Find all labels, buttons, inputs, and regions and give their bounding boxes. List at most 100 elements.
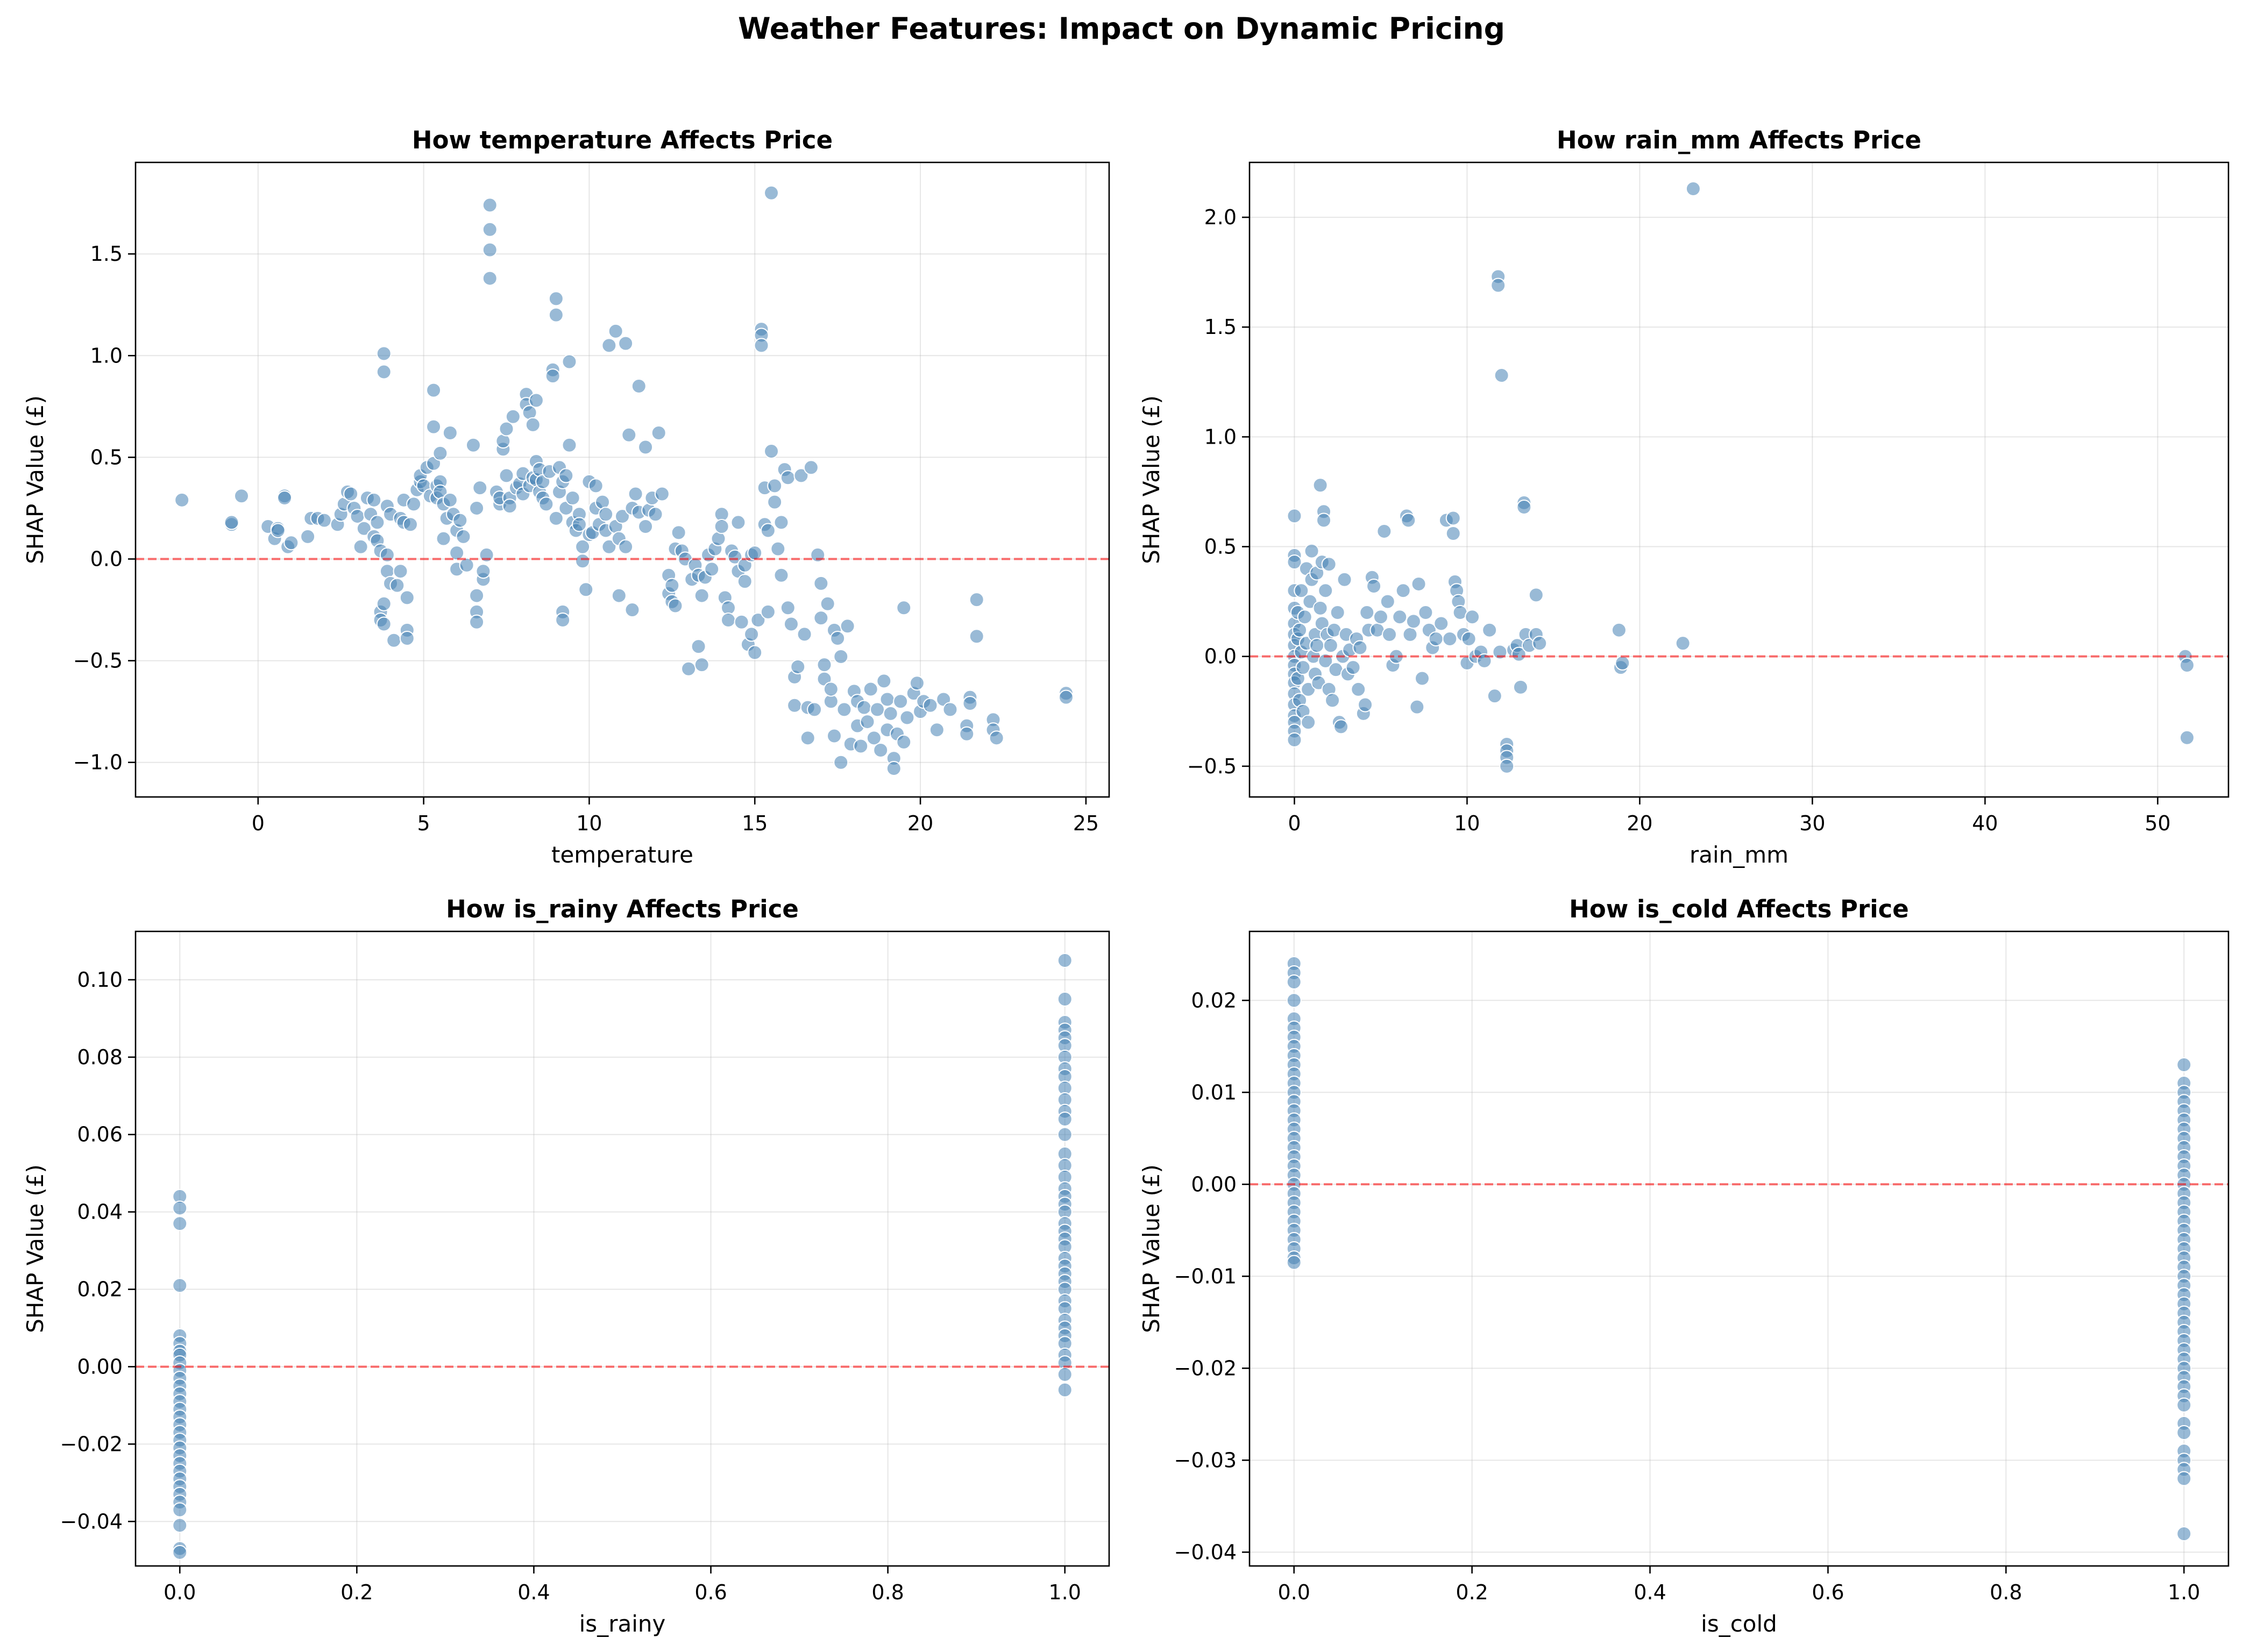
data-point (575, 539, 591, 554)
data-point (727, 549, 743, 565)
x-tick-label: 0.2 (1456, 1580, 1488, 1604)
figure-suptitle: Weather Features: Impact on Dynamic Pric… (738, 11, 1505, 46)
data-point (1433, 616, 1449, 631)
data-point (1351, 681, 1366, 697)
data-point (1337, 572, 1352, 587)
data-point (482, 197, 498, 213)
data-point (1287, 508, 1302, 524)
data-point (578, 582, 594, 597)
data-point (2179, 730, 2195, 745)
y-tick-label: 2.0 (1204, 205, 1237, 229)
data-point (1499, 758, 1515, 774)
data-point (1392, 609, 1408, 625)
data-point (767, 478, 783, 494)
data-point (754, 338, 769, 353)
x-tick-label: 15 (742, 811, 768, 835)
data-point (558, 468, 574, 483)
data-point (376, 346, 392, 361)
data-point (836, 702, 852, 717)
data-point (866, 730, 882, 746)
data-point (548, 510, 564, 526)
data-point (873, 743, 889, 758)
y-tick-label: −0.02 (1174, 1356, 1237, 1380)
data-point (499, 421, 514, 437)
data-point (734, 614, 749, 630)
data-point (1323, 638, 1338, 653)
data-point (343, 486, 359, 502)
data-point (1494, 368, 1509, 383)
data-point (499, 468, 514, 483)
data-point (353, 539, 368, 554)
data-point (2176, 1397, 2192, 1413)
data-point (277, 490, 293, 506)
data-point (2176, 1425, 2192, 1441)
data-point (797, 626, 812, 642)
data-point (721, 612, 736, 628)
data-point (608, 323, 623, 339)
data-point (863, 681, 878, 697)
data-point (962, 696, 978, 711)
data-point (1297, 609, 1312, 625)
x-tick-label: 1.0 (2168, 1580, 2200, 1604)
x-axis-label: is_cold (1701, 1611, 1777, 1637)
data-point (601, 539, 617, 554)
data-point (1511, 646, 1527, 662)
data-point (618, 336, 634, 351)
data-point (1411, 576, 1426, 592)
data-point (813, 575, 829, 591)
x-tick-label: 5 (417, 811, 430, 835)
x-tick-label: 0.4 (517, 1580, 550, 1604)
data-point (929, 722, 945, 738)
y-tick-label: 1.0 (90, 344, 123, 367)
data-point (1611, 622, 1627, 638)
data-point (432, 445, 448, 461)
data-point (773, 567, 789, 583)
x-tick-label: 50 (2145, 811, 2170, 835)
data-point (389, 578, 405, 593)
data-point (909, 675, 925, 691)
x-tick-label: 0.6 (1812, 1580, 1844, 1604)
data-point (787, 697, 803, 713)
data-point (1528, 587, 1544, 603)
data-point (1316, 512, 1332, 528)
data-point (747, 545, 763, 561)
data-point (528, 393, 544, 408)
data-point (664, 578, 680, 593)
data-point (668, 598, 683, 614)
data-point (1401, 512, 1416, 528)
data-point (1321, 557, 1337, 572)
data-point (174, 492, 190, 508)
data-point (386, 632, 402, 648)
data-point (648, 507, 663, 522)
y-tick-label: 0.00 (77, 1355, 123, 1378)
data-point (654, 486, 670, 502)
data-point (671, 525, 686, 540)
data-point (1292, 622, 1308, 638)
data-point (830, 631, 846, 646)
data-point (893, 694, 908, 709)
data-point (356, 521, 372, 536)
data-point (638, 439, 654, 455)
data-point (270, 523, 286, 538)
data-point (1333, 719, 1349, 735)
data-point (482, 270, 498, 286)
data-point (1057, 991, 1073, 1007)
data-point (402, 517, 418, 532)
data-point (172, 1518, 188, 1533)
data-point (399, 590, 415, 606)
data-point (2176, 1057, 2192, 1072)
data-point (399, 631, 415, 646)
data-point (1358, 697, 1373, 713)
x-tick-label: 40 (1972, 811, 1998, 835)
data-point (773, 515, 789, 530)
data-point (172, 1200, 188, 1216)
data-point (436, 531, 451, 546)
data-point (823, 681, 839, 697)
chart-title: How is_rainy Affects Price (446, 895, 799, 923)
data-point (942, 702, 958, 717)
y-tick-label: 0.02 (77, 1278, 123, 1301)
data-point (1309, 638, 1325, 653)
x-tick-label: 0.8 (1990, 1580, 2022, 1604)
